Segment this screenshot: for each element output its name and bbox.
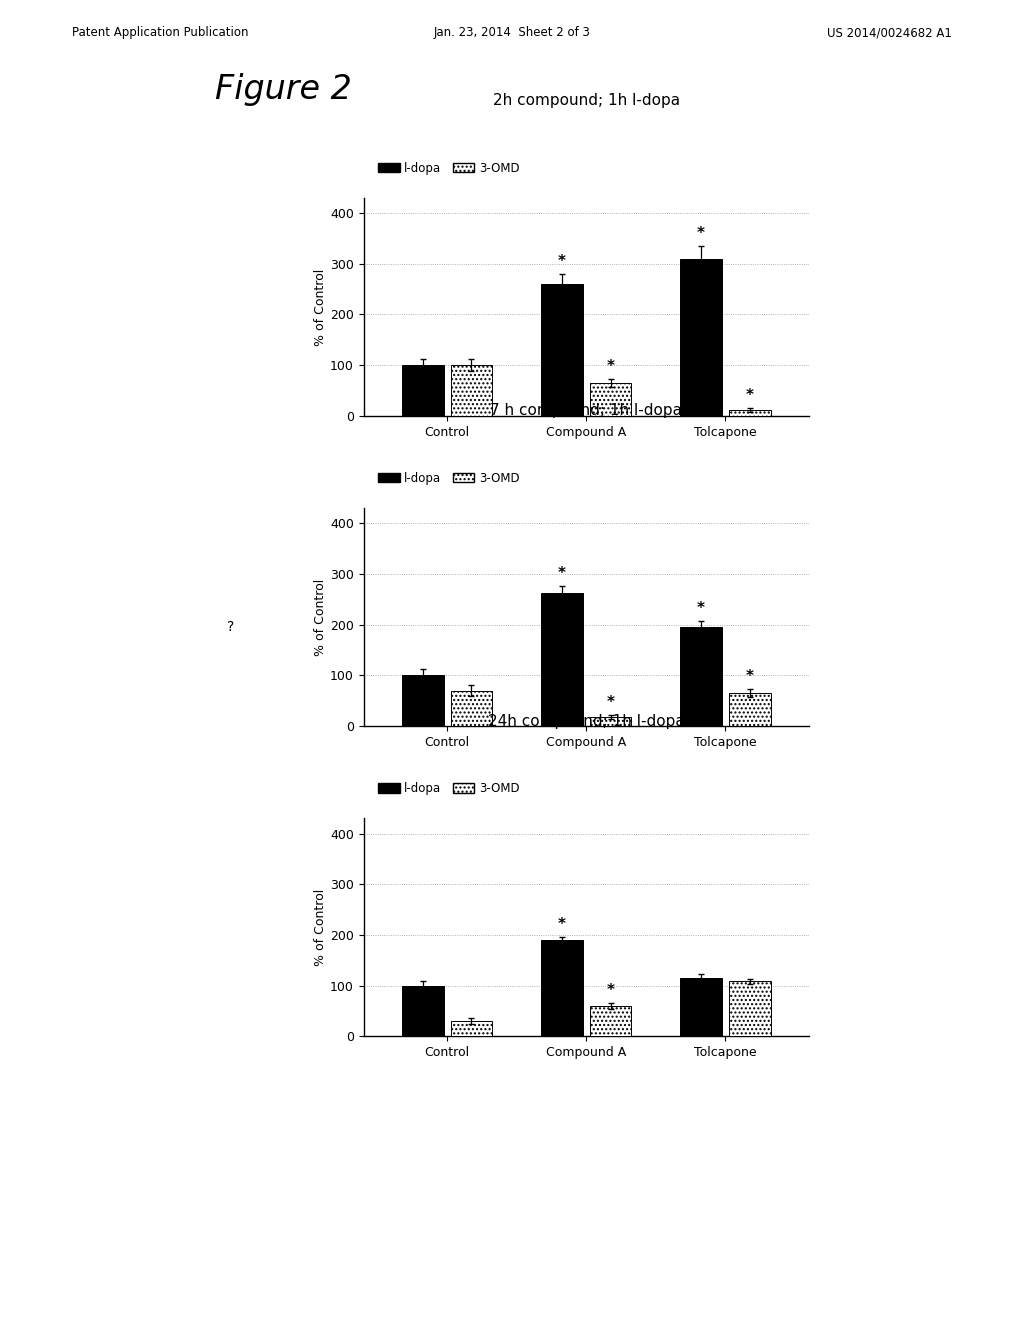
Bar (680, 259, 722, 416)
Bar (680, 627, 722, 726)
Bar (451, 690, 493, 726)
Text: ?: ? (226, 620, 234, 634)
Bar (590, 1006, 632, 1036)
Bar (541, 284, 583, 416)
Text: *: * (697, 601, 706, 616)
Legend: l-dopa, 3-OMD: l-dopa, 3-OMD (378, 781, 520, 795)
Text: *: * (558, 566, 566, 581)
Bar (401, 366, 443, 416)
Text: 2h compound; 1h l-dopa: 2h compound; 1h l-dopa (493, 94, 680, 108)
Text: *: * (558, 917, 566, 932)
Text: 24h compound; 1h l-dopa: 24h compound; 1h l-dopa (487, 714, 685, 729)
Text: Jan. 23, 2014  Sheet 2 of 3: Jan. 23, 2014 Sheet 2 of 3 (433, 26, 591, 40)
Bar (729, 409, 771, 416)
Text: Patent Application Publication: Patent Application Publication (72, 26, 248, 40)
Bar (541, 940, 583, 1036)
Bar (590, 383, 632, 416)
Bar (729, 693, 771, 726)
Text: *: * (745, 388, 754, 403)
Text: *: * (606, 694, 614, 710)
Legend: l-dopa, 3-OMD: l-dopa, 3-OMD (378, 161, 520, 174)
Y-axis label: % of Control: % of Control (314, 268, 327, 346)
Y-axis label: % of Control: % of Control (314, 578, 327, 656)
Legend: l-dopa, 3-OMD: l-dopa, 3-OMD (378, 471, 520, 484)
Text: *: * (606, 982, 614, 998)
Text: 7 h compound; 1h l-dopa: 7 h compound; 1h l-dopa (490, 404, 682, 418)
Bar (401, 676, 443, 726)
Bar (451, 366, 493, 416)
Text: *: * (697, 226, 706, 242)
Text: US 2014/0024682 A1: US 2014/0024682 A1 (827, 26, 952, 40)
Text: *: * (745, 669, 754, 684)
Text: *: * (606, 359, 614, 374)
Bar (541, 593, 583, 726)
Bar (401, 986, 443, 1036)
Bar (680, 978, 722, 1036)
Text: *: * (558, 253, 566, 269)
Y-axis label: % of Control: % of Control (314, 888, 327, 966)
Bar (729, 982, 771, 1036)
Bar (451, 1020, 493, 1036)
Text: Figure 2: Figure 2 (215, 73, 352, 106)
Bar (590, 717, 632, 726)
